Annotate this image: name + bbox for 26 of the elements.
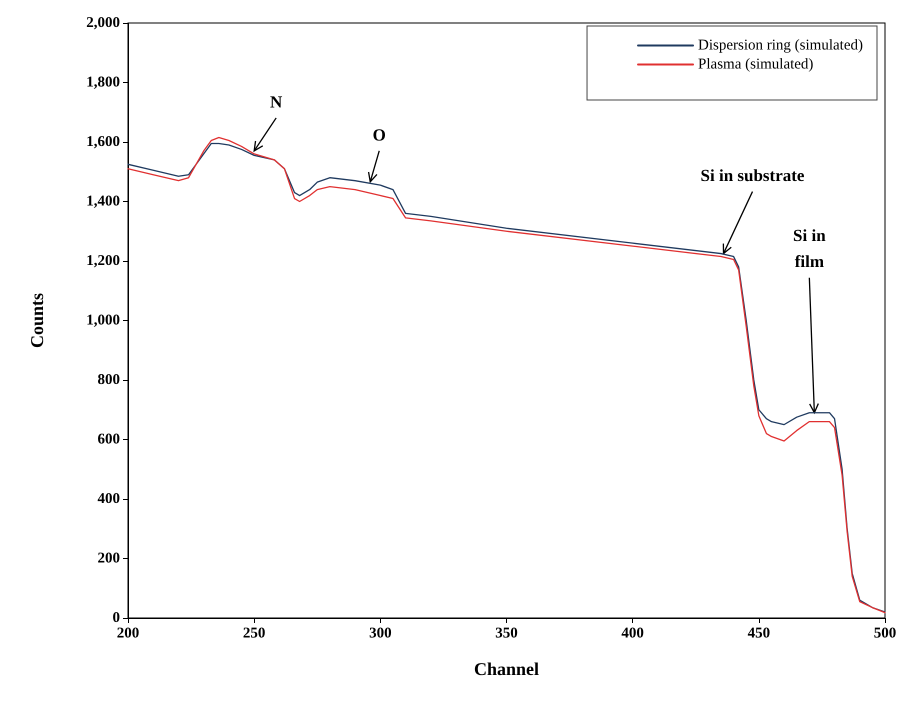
- legend-label: Dispersion ring (simulated): [698, 38, 864, 54]
- y-tick-label: 0: [112, 610, 120, 626]
- x-tick-label: 450: [748, 626, 770, 642]
- y-tick-label: 2,000: [86, 15, 120, 31]
- legend-label: Plasma (simulated): [698, 56, 814, 72]
- annotation: O: [372, 125, 386, 144]
- y-tick-label: 600: [98, 432, 120, 448]
- x-tick-label: 350: [495, 626, 518, 642]
- annotation: N: [270, 92, 284, 112]
- x-tick-label: 400: [621, 626, 644, 642]
- x-axis-title: Channel: [474, 659, 540, 679]
- x-tick-label: 500: [874, 626, 896, 642]
- y-tick-label: 800: [98, 372, 120, 388]
- annotation: Si in substrate: [700, 166, 805, 186]
- y-tick-label: 1,400: [86, 194, 120, 210]
- y-tick-label: 1,200: [86, 253, 120, 269]
- annotation: Si in film: [793, 226, 826, 272]
- y-tick-label: 200: [98, 550, 120, 566]
- y-tick-label: 1,600: [86, 134, 120, 150]
- y-tick-label: 1,000: [86, 312, 120, 328]
- y-axis-title: Counts: [27, 292, 47, 348]
- x-tick-label: 250: [242, 626, 266, 642]
- x-tick-label: 200: [116, 626, 140, 642]
- y-tick-label: 400: [98, 491, 120, 507]
- y-tick-label: 1,800: [86, 74, 120, 90]
- x-tick-label: 300: [369, 626, 392, 642]
